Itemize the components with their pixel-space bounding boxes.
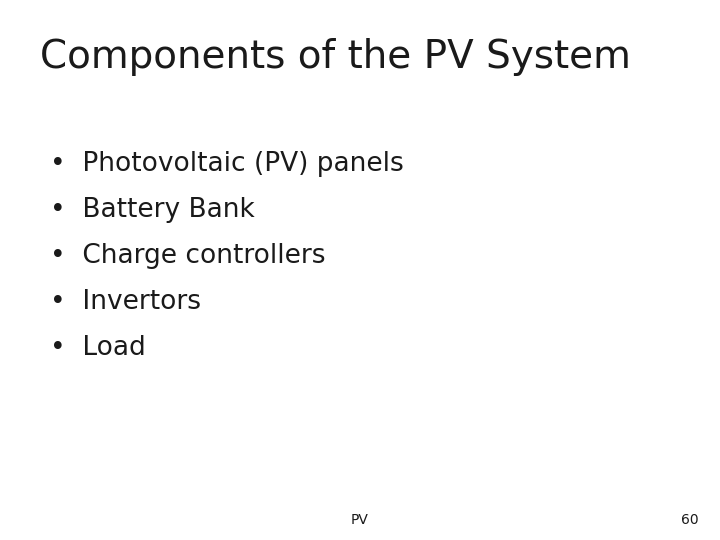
Text: •  Invertors: • Invertors bbox=[50, 289, 202, 315]
Text: •  Battery Bank: • Battery Bank bbox=[50, 197, 255, 223]
Text: •  Load: • Load bbox=[50, 335, 146, 361]
Text: 60: 60 bbox=[681, 512, 698, 526]
Text: •  Charge controllers: • Charge controllers bbox=[50, 243, 326, 269]
Text: Components of the PV System: Components of the PV System bbox=[40, 38, 631, 76]
Text: •  Photovoltaic (PV) panels: • Photovoltaic (PV) panels bbox=[50, 151, 404, 177]
Text: PV: PV bbox=[351, 512, 369, 526]
